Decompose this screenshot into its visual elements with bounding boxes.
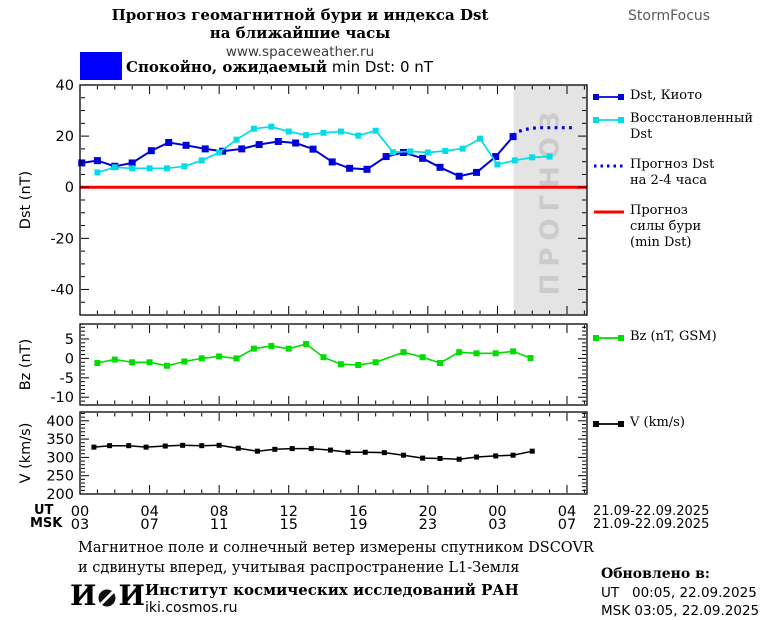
panel-v: 400 350 300 250 200 V (km/s) [18,411,588,503]
msk-hour-label: 07 [140,517,158,533]
ut-hour-label: 00 [488,504,506,520]
y-axis-label-dst: Dst (nT) [18,171,34,229]
page-title-line2: на ближайшие часы [209,24,391,42]
msk-hour-label: 19 [349,517,367,533]
y-tick-label: 250 [46,469,74,485]
restored-dst-line-swatch-icon [593,117,624,123]
legend-label-v: V (km/s) [630,415,685,430]
title-block: Прогноз геомагнитной бури и индекса Dst … [40,6,560,60]
y-axis-label-bz: Bz (nT) [18,339,34,391]
y-tick-label: -40 [50,282,74,298]
y-tick-label: -5 [60,371,74,387]
ut-hour-label: 16 [349,504,367,520]
legend-label-restored-dst: Восстановленный Dst [630,111,753,142]
y-tick-label: -20 [50,231,74,247]
updated-msk-value: MSK 03:05, 22.09.2025 [601,603,760,619]
ut-hour-label: 04 [140,504,158,520]
msk-hour-label: 03 [71,517,89,533]
storm-status-text: Спокойно, ожидаемый min Dst: 0 nT [126,58,433,76]
forecast-region-label: ПРОГНОЗ [535,105,565,296]
panel-frame [79,84,588,316]
legend-label-forecast-dst: Прогноз Dst на 2-4 часа [630,157,715,188]
legend-label-bz: Bz (nT, GSM) [630,329,717,344]
y-tick-label: 200 [46,487,74,503]
y-tick-label: 40 [56,78,74,94]
forecast-shaded-region [513,85,587,315]
y-tick-label: 5 [65,332,74,348]
y-tick-label: -10 [50,390,74,406]
panel-dst: ПРОГНОЗ 40 20 0 -20 -40 Dst (nT) [18,78,588,316]
iki-logo: И И [70,582,145,610]
ut-hour-label: 08 [210,504,228,520]
y-tick-label: 0 [65,351,74,367]
msk-hour-label: 23 [419,517,437,533]
msk-hour-label: 11 [210,517,228,533]
panel-frame [79,323,588,406]
legend-item-bz: Bz (nT, GSM) [593,329,717,345]
storm-status-bold: Спокойно, ожидаемый [126,58,328,76]
dst-kyoto-line-swatch-icon [593,94,624,100]
page-title: Прогноз геомагнитной бури и индекса Dst [111,6,489,24]
msk-date-range: 21.09-22.09.2025 [593,517,710,532]
legend-item-restored-dst: Восстановленный Dst [593,111,753,143]
iki-logo-circle-icon [98,589,116,607]
institute-site-url: iki.cosmos.ru [145,600,238,616]
iki-logo-left-letter: И [70,579,97,612]
legend-label-storm-forecast: Прогноз силы бури (min Dst) [630,203,702,250]
updated-ut-value: UT 00:05, 22.09.2025 [601,585,757,601]
storm-forecast-line-swatch-icon [594,210,624,214]
legend-label-dst-kyoto: Dst, Киото [630,88,703,103]
y-tick-label: 20 [56,129,74,145]
bz-line-swatch-icon [593,335,624,341]
legend-item-v: V (km/s) [593,415,685,431]
ut-hour-label: 00 [71,504,89,520]
source-site-url: www.spaceweather.ru [225,44,375,60]
forecast-dotted-line-swatch-icon [594,164,624,168]
msk-hour-label: 07 [558,517,576,533]
data-source-note-line2: и сдвинуты вперед, учитывая распростране… [78,560,520,576]
panel-bz: 5 0 -5 -10 Bz (nT) [18,323,588,406]
institute-name: Институт космических исследований РАН [145,581,519,599]
v-line-swatch-icon [593,421,624,427]
y-tick-label: 0 [65,180,74,196]
y-tick-label: 350 [46,432,74,448]
ut-date-range: 21.09-22.09.2025 [593,504,710,519]
ut-row-label: UT [34,503,54,518]
legend-item-forecast-dst: Прогноз Dst на 2-4 часа [593,157,714,189]
ut-hour-label: 12 [279,504,297,520]
series-line-bz-0 [97,343,531,367]
legend-item-dst-kyoto: Dst, Киото [593,88,702,104]
y-axis-label-v: V (km/s) [18,423,34,484]
storm-level-swatch [80,52,122,80]
series-line-dst-2 [512,126,573,137]
storm-status-rest: min Dst: 0 nT [331,58,433,76]
legend-item-storm-forecast: Прогноз силы бури (min Dst) [593,203,701,251]
msk-hour-label: 03 [488,517,506,533]
y-tick-label: 400 [46,414,74,430]
panel-frame [79,411,588,495]
msk-row-label: MSK [30,516,63,531]
msk-hour-label: 15 [279,517,297,533]
ut-hour-label: 20 [419,504,437,520]
brand-label: StormFocus [628,8,711,24]
updated-at-label: Обновлено в: [601,566,710,582]
ut-hour-label: 04 [558,504,576,520]
data-source-note-line1: Магнитное поле и солнечный ветер измерен… [78,540,594,556]
y-tick-label: 300 [46,450,74,466]
iki-logo-right-letter: И [118,579,145,612]
